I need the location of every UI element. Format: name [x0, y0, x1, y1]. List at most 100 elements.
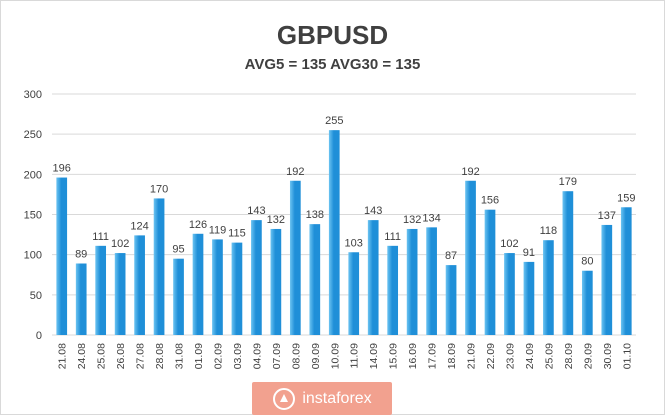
x-tick-label: 23.09	[504, 343, 516, 369]
data-label: 102	[500, 238, 518, 250]
chart-title: GBPUSD	[276, 20, 389, 50]
y-tick-label: 300	[24, 89, 42, 101]
data-label: 192	[461, 166, 479, 178]
x-tick-label: 15.09	[388, 343, 400, 369]
x-tick-label: 04.09	[251, 343, 263, 369]
data-label: 111	[92, 231, 109, 243]
chart-subtitle: AVG5 = 135 AVG30 = 135	[244, 56, 421, 73]
bar	[173, 258, 184, 335]
bar	[504, 253, 515, 335]
bar	[251, 220, 262, 335]
bar	[212, 239, 223, 335]
bar	[56, 177, 68, 335]
data-label: 118	[540, 225, 558, 237]
bar	[406, 228, 418, 335]
x-tick-label: 10.09	[329, 343, 341, 369]
bar	[289, 180, 301, 335]
x-tick-label: 24.09	[524, 343, 536, 369]
bar	[465, 180, 476, 335]
data-label: 95	[172, 244, 184, 256]
x-tick-label: 31.08	[174, 343, 186, 369]
x-tick-label: 25.08	[96, 343, 108, 369]
x-tick-label: 28.09	[563, 343, 575, 369]
data-label: 126	[189, 219, 207, 231]
data-label: 115	[228, 228, 246, 240]
data-label: 159	[617, 192, 635, 204]
x-tick-label: 21.09	[466, 343, 478, 369]
y-tick-label: 200	[24, 169, 42, 181]
data-label: 156	[481, 195, 499, 207]
data-label: 134	[422, 212, 440, 224]
x-tick-label: 08.09	[290, 343, 302, 369]
bar	[562, 191, 574, 335]
data-label: 143	[247, 205, 265, 217]
data-label: 170	[150, 183, 168, 195]
data-label: 192	[286, 166, 304, 178]
data-label: 103	[345, 237, 363, 249]
x-tick-label: 09.09	[310, 343, 322, 369]
bar	[367, 220, 379, 335]
data-label: 143	[364, 205, 382, 217]
bar	[387, 245, 399, 335]
bar	[601, 224, 613, 335]
data-label: 119	[209, 224, 227, 236]
bar	[114, 253, 126, 335]
data-label: 89	[75, 249, 87, 261]
x-tick-label: 03.09	[232, 343, 244, 369]
x-tick-label: 07.09	[271, 343, 283, 369]
x-tick-label: 27.08	[135, 343, 147, 369]
bar	[270, 228, 282, 335]
bar	[620, 207, 632, 335]
x-tick-label: 17.09	[427, 343, 439, 369]
bar	[348, 252, 360, 335]
bar	[445, 265, 457, 335]
data-label: 102	[111, 238, 129, 250]
x-tick-label: 02.09	[212, 343, 224, 369]
bar	[75, 263, 87, 335]
x-tick-label: 11.09	[349, 343, 361, 369]
y-tick-label: 250	[24, 129, 42, 141]
y-tick-label: 150	[24, 210, 42, 222]
instaforex-watermark: instaforex	[252, 382, 392, 415]
data-label: 132	[267, 214, 285, 226]
bar	[426, 227, 437, 335]
y-tick-label: 50	[30, 290, 42, 302]
bar	[153, 198, 165, 335]
bar	[581, 270, 593, 335]
x-tick-label: 25.09	[543, 343, 555, 369]
data-label: 196	[53, 163, 71, 175]
bar	[192, 233, 204, 335]
x-tick-label: 21.08	[57, 343, 69, 369]
bar	[134, 235, 145, 335]
x-tick-label: 16.09	[407, 343, 419, 369]
data-label: 87	[445, 250, 457, 262]
watermark-text: instaforex	[302, 389, 372, 407]
data-label: 255	[325, 115, 343, 127]
data-label: 80	[581, 256, 593, 268]
bar	[523, 261, 535, 335]
bar	[484, 209, 496, 335]
x-tick-label: 28.08	[154, 343, 166, 369]
y-tick-label: 0	[36, 330, 42, 342]
data-label: 91	[523, 247, 535, 259]
bar	[543, 240, 554, 335]
x-tick-label: 14.09	[368, 343, 380, 369]
x-tick-label: 01.10	[621, 343, 633, 369]
instaforex-logo-icon	[273, 387, 296, 410]
data-label: 137	[598, 210, 616, 222]
x-tick-label: 29.09	[582, 343, 594, 369]
bar	[309, 224, 321, 335]
x-tick-label: 26.08	[115, 343, 127, 369]
data-label: 179	[559, 176, 577, 188]
x-tick-label: 30.09	[602, 343, 614, 369]
x-tick-label: 18.09	[446, 343, 458, 369]
data-label: 138	[306, 209, 324, 221]
x-tick-label: 22.09	[485, 343, 497, 369]
data-label: 124	[130, 220, 148, 232]
data-label: 111	[384, 231, 401, 243]
x-tick-label: 24.08	[76, 343, 88, 369]
bar	[95, 245, 107, 335]
data-label: 132	[403, 214, 421, 226]
bar	[231, 242, 243, 335]
